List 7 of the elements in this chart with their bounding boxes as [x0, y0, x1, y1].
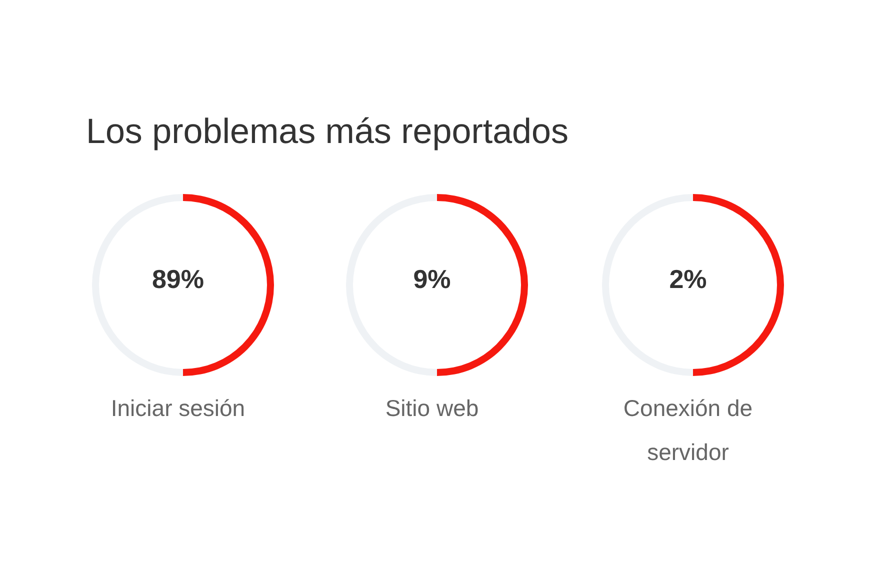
slice-label: Sitio web	[385, 395, 479, 421]
text: 89%	[150, 264, 206, 295]
slice-label: Iniciar sesión	[110, 395, 246, 421]
chart-title: Los problemas más reportados	[86, 112, 568, 152]
text: 2%	[668, 264, 708, 295]
text: 9%	[412, 264, 452, 295]
slice-label: Conexión de servidor	[623, 395, 753, 465]
